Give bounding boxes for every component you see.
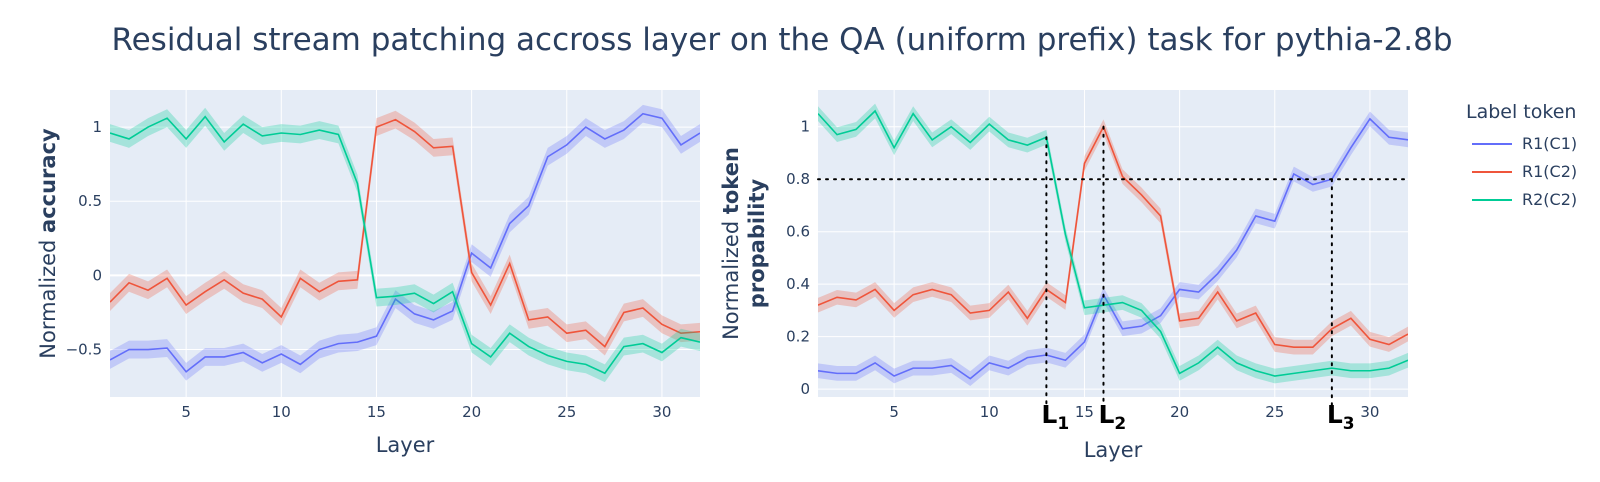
y-axis-title: Normalized token <box>719 147 743 340</box>
plot-area <box>818 90 1408 397</box>
y-axis-title: Normalized accuracy <box>36 128 60 359</box>
legend-title: Label token <box>1466 101 1576 123</box>
x-tick-label: 15 <box>1075 403 1094 421</box>
x-axis-title: Layer <box>376 433 435 457</box>
x-tick-label: 25 <box>1265 403 1284 421</box>
x-tick-label: 30 <box>1360 403 1379 421</box>
x-axis-title: Layer <box>1084 438 1143 462</box>
figure-title: Residual stream patching accross layer o… <box>111 22 1452 58</box>
y-tick-label: 0.8 <box>786 170 810 188</box>
legend: Label token R1(C1) R1(C2) R2(C2) <box>1466 101 1577 209</box>
y-tick-label: 0.5 <box>78 192 102 210</box>
panel-token-probability: 5 10 15 20 25 30 0 0.2 0.4 0.6 0.8 1 L1 L2 L3 Layer Norm… <box>719 90 1409 462</box>
x-tick-label: 20 <box>1170 403 1189 421</box>
y-tick-label: 0.6 <box>786 223 810 241</box>
series-line-r2c2 <box>110 115 700 375</box>
layer-marker-label-3: L3 <box>1327 400 1355 434</box>
layer-marker-label-1: L1 <box>1041 400 1069 434</box>
legend-label-r1c2: R1(C2) <box>1522 162 1577 181</box>
series-group <box>110 104 700 383</box>
y-tick-label: 0.2 <box>786 328 810 346</box>
ci-band-r1c2 <box>110 110 700 356</box>
y-tick-label: 1 <box>800 118 810 136</box>
y-tick-label: 0 <box>800 380 810 398</box>
y-axis-title-line2: propability <box>745 179 769 309</box>
y-tick-label: 0.4 <box>786 275 810 293</box>
x-tick-label: 5 <box>889 403 899 421</box>
legend-label-r2c2: R2(C2) <box>1522 190 1577 209</box>
legend-label-r1c1: R1(C1) <box>1522 134 1577 153</box>
x-tick-label: 25 <box>557 403 576 421</box>
x-tick-label: 10 <box>980 403 999 421</box>
panel-accuracy: 5 10 15 20 25 30 1 0.5 0 −0.5 Layer Normalized accu… <box>36 90 700 457</box>
x-tick-label: 20 <box>462 403 481 421</box>
x-tick-label: 15 <box>367 403 386 421</box>
x-tick-label: 10 <box>272 403 291 421</box>
series-line-r1c2 <box>818 124 1408 348</box>
ci-band-r1c1 <box>110 104 700 381</box>
series-line-r1c1 <box>110 112 700 373</box>
plot-area <box>110 90 700 397</box>
series-line-r1c1 <box>818 117 1408 380</box>
layer-marker-label-2: L2 <box>1098 400 1126 434</box>
series-line-r1c2 <box>110 118 700 348</box>
series-group <box>818 103 1408 386</box>
x-tick-label: 5 <box>181 403 191 421</box>
y-tick-label: 1 <box>92 118 102 136</box>
y-tick-label: 0 <box>92 266 102 284</box>
y-tick-label: −0.5 <box>66 341 102 359</box>
ci-band-r1c1 <box>818 111 1408 386</box>
series-line-r2c2 <box>818 109 1408 377</box>
x-tick-label: 30 <box>652 403 671 421</box>
